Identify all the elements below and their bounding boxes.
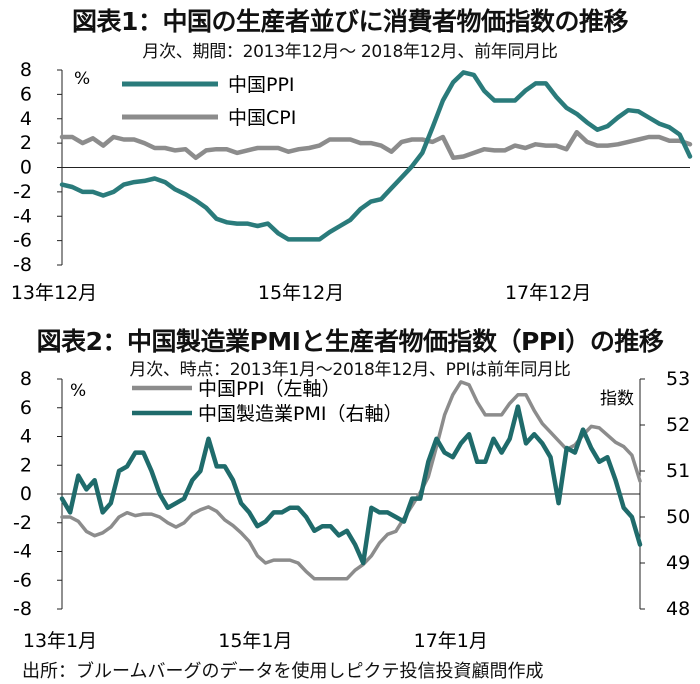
chart2-plot: 8 6 4 2 0 -2 -4 -6 -8 53 52 51 50 49 48 13年1月 15年1月 17年1月…: [13, 368, 690, 652]
chart2-legend-label: 中国製造業PMI（右軸）: [198, 403, 402, 425]
chart1-y-tick-label: 4: [20, 108, 32, 130]
chart2-legend-label: 中国PPI（左軸）: [198, 378, 341, 400]
chart2-unit-left: %: [70, 381, 86, 401]
chart1-y-tick-label: 8: [20, 59, 32, 81]
chart2-x-tick-label: 15年1月: [218, 630, 292, 652]
chart2-left-tick-label: -4: [13, 541, 32, 563]
chart2-left-tick-label: 6: [20, 397, 32, 419]
chart1-y-tick-label: -2: [13, 181, 32, 203]
chart1-y-tick-label: 2: [20, 132, 32, 154]
chart2-left-tick-label: 0: [20, 483, 32, 505]
chart1-series-line: [59, 129, 693, 161]
chart2-right-tick-label: 52: [666, 414, 690, 436]
chart1-title: 図表1：中国の生産者並びに消費者物価指数の推移: [72, 7, 628, 36]
chart1-x-tick-label: 17年12月: [505, 282, 591, 304]
chart1-y-tick-label: 0: [20, 157, 32, 179]
chart1-legend-label: 中国PPI: [228, 74, 295, 96]
chart2-x-tick-label: 17年1月: [414, 630, 488, 652]
chart2-subtitle: 月次、時点：2013年1月～2018年12月、PPIは前年同月比: [129, 360, 571, 380]
chart2-left-tick-label: 2: [20, 454, 32, 476]
chart1-unit-label: %: [74, 69, 90, 89]
chart1-series-line: [59, 70, 693, 242]
chart2-title: 図表2：中国製造業PMIと生産者物価指数（PPI）の推移: [36, 327, 664, 356]
source-note: 出所：ブルームバーグのデータを使用しピクテ投信投資顧問作成: [22, 661, 544, 682]
chart2-left-tick-label: 8: [20, 368, 32, 390]
chart1-legend-label: 中国CPI: [228, 107, 296, 129]
chart2-unit-right: 指数: [600, 389, 634, 409]
chart2-x-tick-label: 13年1月: [23, 630, 97, 652]
chart2-right-tick-label: 48: [666, 598, 690, 620]
chart1-x-tick-label: 13年12月: [11, 282, 97, 304]
chart2-right-tick-label: 53: [666, 368, 690, 390]
chart1-y-tick-label: -8: [13, 254, 32, 276]
chart1-y-tick-label: -6: [13, 230, 32, 252]
chart2-left-tick-label: -2: [13, 512, 32, 534]
chart1-y-tick-label: -4: [13, 205, 32, 227]
chart2-left-tick-label: -8: [13, 598, 32, 620]
chart2-right-tick-label: 51: [666, 460, 690, 482]
chart2-right-tick-label: 50: [666, 506, 690, 528]
chart2-series-line: [60, 380, 642, 581]
chart1-y-tick-label: 6: [20, 83, 32, 105]
chart2-left-tick-label: 4: [20, 426, 32, 448]
chart2-left-tick-label: -6: [13, 569, 32, 591]
chart1-plot: 86 42 0-2-4 -6-8 13年12月 15年12月 17年12月% 中国PPI 中国C…: [11, 59, 693, 304]
chart1-x-tick-label: 15年12月: [258, 282, 344, 304]
chart2-right-tick-label: 49: [666, 552, 690, 574]
chart1-subtitle: 月次、期間：2013年12月～ 2018年12月、前年同月比: [142, 42, 558, 62]
chart2-series-line: [59, 404, 643, 566]
